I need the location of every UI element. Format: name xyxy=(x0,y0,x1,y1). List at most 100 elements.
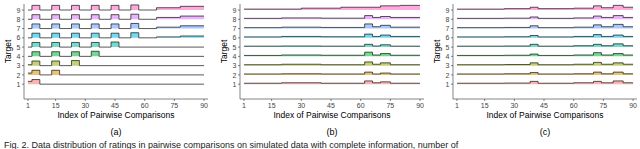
x-tick xyxy=(174,99,175,101)
x-tick-label: 45 xyxy=(540,102,548,109)
series-line xyxy=(28,23,204,28)
y-tick-label: 1 xyxy=(17,81,21,88)
y-tick xyxy=(451,47,453,48)
x-tick-label: 15 xyxy=(481,102,489,109)
y-tick xyxy=(22,37,24,38)
y-tick xyxy=(451,84,453,85)
y-tick-label: 2 xyxy=(446,72,450,79)
y-tick-label: 5 xyxy=(17,44,21,51)
x-tick-label: 90 xyxy=(200,102,208,109)
y-tick-label: 4 xyxy=(17,53,21,60)
x-tick-label: 60 xyxy=(570,102,578,109)
series-line xyxy=(28,61,204,66)
x-tick-label: 30 xyxy=(510,102,518,109)
x-tick-label: 30 xyxy=(297,102,305,109)
x-tick xyxy=(390,99,391,101)
series-area xyxy=(28,5,204,10)
series-line xyxy=(28,70,204,75)
panel: 1234567891153045607590TargetIndex of Pai… xyxy=(219,4,424,137)
x-tick-label: 30 xyxy=(81,102,89,109)
x-axis-label: Index of Pairwise Comparisons xyxy=(57,110,174,120)
series-group xyxy=(457,5,633,84)
series-area xyxy=(457,24,633,28)
y-tick-label: 4 xyxy=(233,53,237,60)
x-tick xyxy=(456,99,457,101)
y-tick-label: 9 xyxy=(233,7,237,14)
y-tick xyxy=(238,19,240,20)
x-tick xyxy=(301,99,302,101)
y-tick xyxy=(22,65,24,66)
y-tick-label: 7 xyxy=(233,25,237,32)
x-tick xyxy=(85,99,86,101)
y-axis-label: Target xyxy=(3,39,13,63)
series-line xyxy=(28,5,204,10)
series-area xyxy=(244,5,420,10)
x-tick-label: 15 xyxy=(52,102,60,109)
x-tick-label: 15 xyxy=(268,102,276,109)
x-axis-line xyxy=(453,99,637,100)
panel-label: (a) xyxy=(111,127,122,137)
series-area xyxy=(457,53,633,57)
x-tick xyxy=(633,99,634,101)
x-axis-label: Index of Pairwise Comparisons xyxy=(273,110,390,120)
series-line xyxy=(28,42,204,47)
y-tick-label: 4 xyxy=(446,53,450,60)
x-axis-line xyxy=(240,99,424,100)
x-tick xyxy=(331,99,332,101)
series-line xyxy=(457,16,633,19)
y-tick-label: 5 xyxy=(446,44,450,51)
y-axis-label: Target xyxy=(432,39,442,63)
y-tick xyxy=(22,84,24,85)
x-tick xyxy=(514,99,515,101)
x-tick xyxy=(360,99,361,101)
x-tick xyxy=(115,99,116,101)
figure: 1234567891153045607590TargetIndex of Pai… xyxy=(0,0,640,149)
x-tick xyxy=(544,99,545,101)
series-line xyxy=(457,53,633,56)
series-line xyxy=(244,72,420,74)
x-tick xyxy=(420,99,421,101)
series-area xyxy=(457,62,633,65)
x-tick xyxy=(573,99,574,101)
x-axis-label: Index of Pairwise Comparisons xyxy=(486,110,603,120)
series-line xyxy=(457,81,633,83)
x-tick-label: 75 xyxy=(599,102,607,109)
series-area xyxy=(244,81,420,84)
y-axis-line xyxy=(240,4,241,99)
series-line xyxy=(28,33,204,38)
series-area xyxy=(244,24,420,29)
y-axis-line xyxy=(24,4,25,99)
series-line xyxy=(244,44,420,46)
x-tick-label: 75 xyxy=(386,102,394,109)
y-axis-line xyxy=(453,4,454,99)
y-tick xyxy=(22,28,24,29)
y-tick xyxy=(451,65,453,66)
series-area xyxy=(457,5,633,10)
y-tick-label: 2 xyxy=(17,72,21,79)
series-area xyxy=(244,62,420,66)
caption: Fig. 2. Data distribution of ratings in … xyxy=(4,140,459,149)
y-tick xyxy=(238,65,240,66)
y-tick-label: 6 xyxy=(446,34,450,41)
series-line xyxy=(457,35,633,37)
x-tick xyxy=(204,99,205,101)
x-tick xyxy=(243,99,244,101)
x-tick-label: 1 xyxy=(455,102,459,109)
series-line xyxy=(28,51,204,56)
series-area xyxy=(28,51,204,56)
y-tick-label: 8 xyxy=(17,16,21,23)
series-area xyxy=(28,70,204,75)
y-tick-label: 6 xyxy=(17,34,21,41)
x-tick-label: 1 xyxy=(26,102,30,109)
series-area xyxy=(28,42,204,47)
y-tick xyxy=(22,19,24,20)
series-line xyxy=(457,24,633,27)
x-tick-label: 75 xyxy=(170,102,178,109)
y-tick xyxy=(451,74,453,75)
series-area xyxy=(457,35,633,38)
series-area xyxy=(244,34,420,38)
x-tick-label: 90 xyxy=(629,102,637,109)
y-tick-label: 3 xyxy=(233,62,237,69)
series-area xyxy=(244,44,420,47)
y-tick xyxy=(238,56,240,57)
